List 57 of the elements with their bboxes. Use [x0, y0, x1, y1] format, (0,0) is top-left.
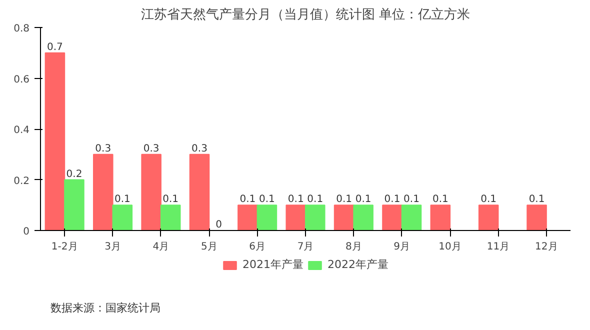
legend-label: 2021年产量 [242, 257, 304, 272]
bar [189, 154, 210, 230]
x-tick-label: 4月 [152, 242, 170, 252]
x-tick-label: 1-2月 [51, 242, 78, 252]
bar [382, 204, 402, 230]
bar [430, 204, 451, 230]
y-tick-label: 0.8 [14, 24, 30, 34]
x-tick-label: 12月 [535, 242, 558, 252]
bar [112, 204, 133, 230]
bar [238, 204, 258, 230]
data-label: 0.1 [288, 194, 304, 206]
data-label: 0.3 [143, 143, 160, 154]
bar [64, 179, 84, 230]
bar [160, 204, 181, 230]
data-label: 0 [216, 220, 222, 230]
x-tick-label: 9月 [394, 242, 410, 252]
data-label: 0.3 [192, 143, 208, 154]
y-tick-label: 0.6 [14, 74, 30, 86]
bar [256, 204, 278, 230]
bar [401, 204, 422, 230]
x-tick-label: 5月 [200, 242, 218, 252]
data-label: 0.1 [528, 194, 545, 206]
data-label: 0.1 [240, 194, 256, 206]
bar [93, 154, 114, 230]
source-note: 数据来源：国家统计局 [50, 302, 160, 314]
data-label: 0.1 [432, 194, 448, 206]
y-tick-label: 0 [23, 226, 30, 238]
data-label: 0.1 [336, 194, 352, 206]
x-tick-label: 8月 [346, 242, 362, 252]
data-label: 0.1 [259, 194, 275, 206]
bar [286, 204, 306, 230]
chart-title: 江苏省天然气产量分月（当月值）统计图 单位：亿立方米 [140, 6, 470, 22]
bar [305, 204, 326, 230]
x-tick-label: 7月 [297, 242, 314, 252]
data-label: 0.1 [480, 194, 497, 206]
x-tick-label: 3月 [104, 242, 121, 252]
bar [353, 204, 374, 230]
y-tick-label: 0.2 [14, 176, 30, 187]
data-label: 0.1 [355, 194, 372, 206]
bar [141, 154, 162, 230]
x-tick-label: 11月 [486, 242, 510, 252]
bar [334, 204, 354, 230]
data-label: 0.1 [384, 194, 400, 206]
legend-label: 2022年产量 [328, 257, 388, 272]
data-label: 0.1 [404, 194, 420, 206]
y-tick-label: 0.4 [14, 125, 30, 136]
data-label: 0.1 [162, 194, 179, 206]
x-tick-label: 10月 [438, 242, 462, 252]
data-label: 0.7 [47, 42, 63, 53]
bar [478, 204, 499, 230]
bar [526, 204, 547, 230]
data-label: 0.1 [307, 194, 324, 206]
data-label: 0.3 [95, 143, 112, 154]
bar [44, 52, 66, 230]
data-label: 0.2 [66, 168, 82, 180]
x-tick-label: 6月 [249, 242, 266, 252]
data-label: 0.1 [114, 194, 130, 206]
